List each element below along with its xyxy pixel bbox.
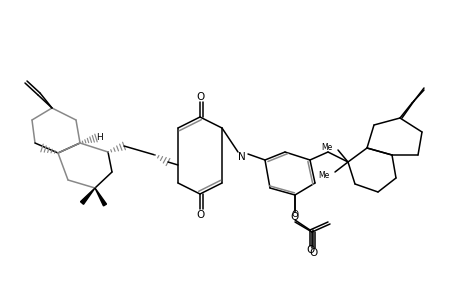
Text: Me: Me bbox=[318, 170, 329, 179]
Text: N: N bbox=[238, 152, 246, 162]
Text: O: O bbox=[196, 92, 205, 102]
Text: O: O bbox=[290, 212, 298, 222]
Text: O: O bbox=[291, 211, 298, 220]
Text: H: H bbox=[96, 133, 103, 142]
Text: Me: Me bbox=[321, 142, 332, 152]
Polygon shape bbox=[95, 188, 106, 206]
Text: O: O bbox=[309, 248, 318, 258]
Polygon shape bbox=[80, 188, 95, 204]
Text: O: O bbox=[306, 245, 314, 255]
Text: O: O bbox=[196, 210, 205, 220]
